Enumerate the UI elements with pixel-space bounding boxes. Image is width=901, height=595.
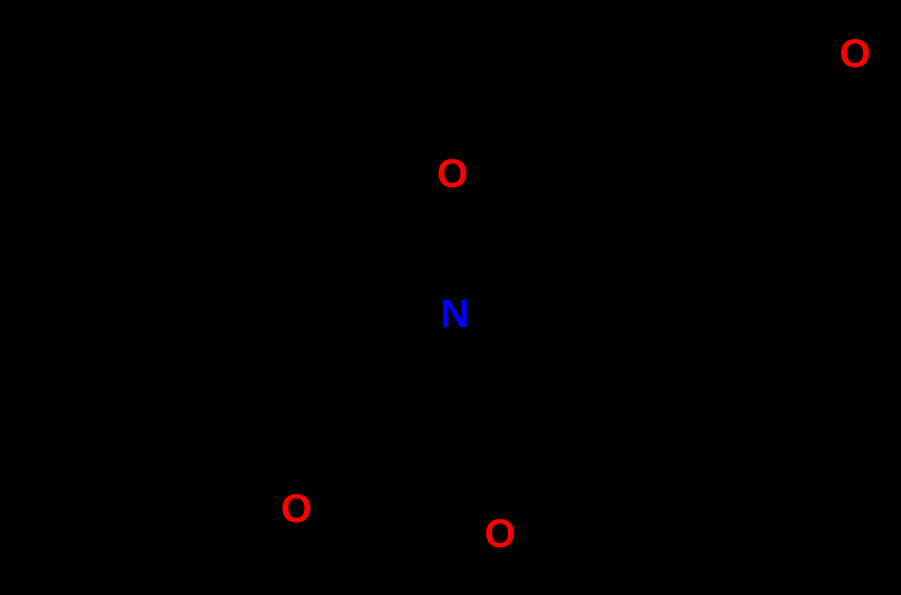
svg-text:HO: HO bbox=[408, 152, 468, 196]
svg-text:N: N bbox=[441, 292, 470, 336]
atom-label-O3: HO bbox=[252, 487, 312, 531]
svg-text:O: O bbox=[484, 512, 515, 556]
molecule-structure-diagram: HO N O HO O bbox=[0, 0, 901, 595]
svg-text:HO: HO bbox=[252, 487, 312, 531]
atom-label-O4: O bbox=[839, 32, 870, 76]
svg-text:O: O bbox=[839, 32, 870, 76]
atom-label-O1: HO bbox=[408, 152, 468, 196]
atom-label-N1: N bbox=[441, 292, 470, 336]
atom-label-O2: O bbox=[484, 512, 515, 556]
